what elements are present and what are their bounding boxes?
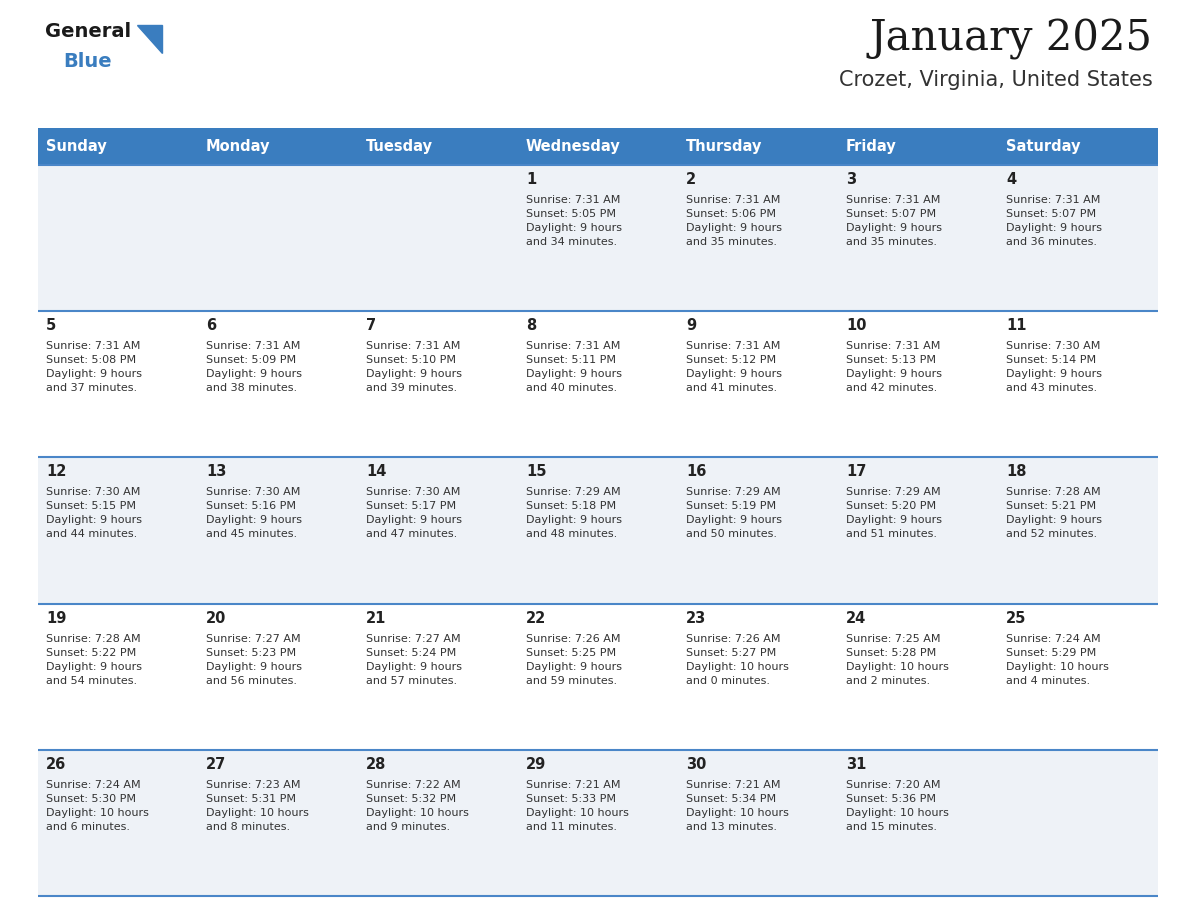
Text: 15: 15 [526,465,546,479]
Text: 16: 16 [685,465,707,479]
Text: Sunrise: 7:30 AM
Sunset: 5:16 PM
Daylight: 9 hours
and 45 minutes.: Sunrise: 7:30 AM Sunset: 5:16 PM Dayligh… [206,487,302,540]
Text: 2: 2 [685,172,696,187]
Text: Monday: Monday [206,139,271,154]
Text: 1: 1 [526,172,536,187]
Text: Friday: Friday [846,139,897,154]
Text: 5: 5 [46,319,56,333]
Text: Sunrise: 7:31 AM
Sunset: 5:06 PM
Daylight: 9 hours
and 35 minutes.: Sunrise: 7:31 AM Sunset: 5:06 PM Dayligh… [685,195,782,247]
Text: 13: 13 [206,465,227,479]
Text: Sunrise: 7:31 AM
Sunset: 5:09 PM
Daylight: 9 hours
and 38 minutes.: Sunrise: 7:31 AM Sunset: 5:09 PM Dayligh… [206,341,302,393]
Text: 27: 27 [206,756,226,772]
Text: 22: 22 [526,610,546,625]
Text: 26: 26 [46,756,67,772]
Text: Sunrise: 7:31 AM
Sunset: 5:12 PM
Daylight: 9 hours
and 41 minutes.: Sunrise: 7:31 AM Sunset: 5:12 PM Dayligh… [685,341,782,393]
Text: Sunrise: 7:22 AM
Sunset: 5:32 PM
Daylight: 10 hours
and 9 minutes.: Sunrise: 7:22 AM Sunset: 5:32 PM Dayligh… [366,779,469,832]
Text: 12: 12 [46,465,67,479]
Text: Sunrise: 7:29 AM
Sunset: 5:18 PM
Daylight: 9 hours
and 48 minutes.: Sunrise: 7:29 AM Sunset: 5:18 PM Dayligh… [526,487,623,540]
Text: Tuesday: Tuesday [366,139,432,154]
Bar [38,750,1158,896]
Text: Sunrise: 7:31 AM
Sunset: 5:07 PM
Daylight: 9 hours
and 36 minutes.: Sunrise: 7:31 AM Sunset: 5:07 PM Dayligh… [1006,195,1102,247]
Text: Sunrise: 7:30 AM
Sunset: 5:17 PM
Daylight: 9 hours
and 47 minutes.: Sunrise: 7:30 AM Sunset: 5:17 PM Dayligh… [366,487,462,540]
Text: General: General [45,22,131,41]
Text: 11: 11 [1006,319,1026,333]
Text: Thursday: Thursday [685,139,763,154]
Text: 17: 17 [846,465,866,479]
Text: 9: 9 [685,319,696,333]
Bar [198,128,358,165]
Text: Sunrise: 7:28 AM
Sunset: 5:22 PM
Daylight: 9 hours
and 54 minutes.: Sunrise: 7:28 AM Sunset: 5:22 PM Dayligh… [46,633,143,686]
Bar [38,128,198,165]
Text: 6: 6 [206,319,216,333]
Text: Sunrise: 7:20 AM
Sunset: 5:36 PM
Daylight: 10 hours
and 15 minutes.: Sunrise: 7:20 AM Sunset: 5:36 PM Dayligh… [846,779,949,832]
Text: 23: 23 [685,610,706,625]
Text: Sunrise: 7:27 AM
Sunset: 5:24 PM
Daylight: 9 hours
and 57 minutes.: Sunrise: 7:27 AM Sunset: 5:24 PM Dayligh… [366,633,462,686]
Text: 19: 19 [46,610,67,625]
Text: Sunrise: 7:25 AM
Sunset: 5:28 PM
Daylight: 10 hours
and 2 minutes.: Sunrise: 7:25 AM Sunset: 5:28 PM Dayligh… [846,633,949,686]
Text: Sunrise: 7:31 AM
Sunset: 5:08 PM
Daylight: 9 hours
and 37 minutes.: Sunrise: 7:31 AM Sunset: 5:08 PM Dayligh… [46,341,143,393]
Text: Sunrise: 7:26 AM
Sunset: 5:25 PM
Daylight: 9 hours
and 59 minutes.: Sunrise: 7:26 AM Sunset: 5:25 PM Dayligh… [526,633,623,686]
Bar [38,311,1158,457]
Text: 24: 24 [846,610,866,625]
Bar [38,457,1158,604]
Text: Sunrise: 7:21 AM
Sunset: 5:33 PM
Daylight: 10 hours
and 11 minutes.: Sunrise: 7:21 AM Sunset: 5:33 PM Dayligh… [526,779,628,832]
Text: 28: 28 [366,756,386,772]
Bar [838,128,998,165]
Bar [998,128,1158,165]
Bar [38,604,1158,750]
Text: 29: 29 [526,756,546,772]
Text: 7: 7 [366,319,377,333]
Text: Sunrise: 7:21 AM
Sunset: 5:34 PM
Daylight: 10 hours
and 13 minutes.: Sunrise: 7:21 AM Sunset: 5:34 PM Dayligh… [685,779,789,832]
Text: Sunrise: 7:31 AM
Sunset: 5:13 PM
Daylight: 9 hours
and 42 minutes.: Sunrise: 7:31 AM Sunset: 5:13 PM Dayligh… [846,341,942,393]
Text: Sunrise: 7:30 AM
Sunset: 5:14 PM
Daylight: 9 hours
and 43 minutes.: Sunrise: 7:30 AM Sunset: 5:14 PM Dayligh… [1006,341,1102,393]
Text: 4: 4 [1006,172,1016,187]
Text: Saturday: Saturday [1006,139,1081,154]
Text: 20: 20 [206,610,227,625]
Text: 25: 25 [1006,610,1026,625]
Text: 31: 31 [846,756,866,772]
Text: Blue: Blue [63,52,112,71]
Bar [518,128,678,165]
Text: 30: 30 [685,756,707,772]
Text: Sunrise: 7:31 AM
Sunset: 5:10 PM
Daylight: 9 hours
and 39 minutes.: Sunrise: 7:31 AM Sunset: 5:10 PM Dayligh… [366,341,462,393]
Text: 8: 8 [526,319,536,333]
Text: 10: 10 [846,319,866,333]
Text: Sunday: Sunday [46,139,107,154]
Polygon shape [137,25,162,53]
Text: Sunrise: 7:29 AM
Sunset: 5:19 PM
Daylight: 9 hours
and 50 minutes.: Sunrise: 7:29 AM Sunset: 5:19 PM Dayligh… [685,487,782,540]
Text: 18: 18 [1006,465,1026,479]
Bar [38,165,1158,311]
Text: Sunrise: 7:26 AM
Sunset: 5:27 PM
Daylight: 10 hours
and 0 minutes.: Sunrise: 7:26 AM Sunset: 5:27 PM Dayligh… [685,633,789,686]
Text: Sunrise: 7:31 AM
Sunset: 5:07 PM
Daylight: 9 hours
and 35 minutes.: Sunrise: 7:31 AM Sunset: 5:07 PM Dayligh… [846,195,942,247]
Bar [358,128,518,165]
Text: 3: 3 [846,172,857,187]
Text: Sunrise: 7:30 AM
Sunset: 5:15 PM
Daylight: 9 hours
and 44 minutes.: Sunrise: 7:30 AM Sunset: 5:15 PM Dayligh… [46,487,143,540]
Text: Sunrise: 7:29 AM
Sunset: 5:20 PM
Daylight: 9 hours
and 51 minutes.: Sunrise: 7:29 AM Sunset: 5:20 PM Dayligh… [846,487,942,540]
Text: Sunrise: 7:31 AM
Sunset: 5:11 PM
Daylight: 9 hours
and 40 minutes.: Sunrise: 7:31 AM Sunset: 5:11 PM Dayligh… [526,341,623,393]
Text: Crozet, Virginia, United States: Crozet, Virginia, United States [839,70,1154,90]
Text: Sunrise: 7:31 AM
Sunset: 5:05 PM
Daylight: 9 hours
and 34 minutes.: Sunrise: 7:31 AM Sunset: 5:05 PM Dayligh… [526,195,623,247]
Text: Sunrise: 7:28 AM
Sunset: 5:21 PM
Daylight: 9 hours
and 52 minutes.: Sunrise: 7:28 AM Sunset: 5:21 PM Dayligh… [1006,487,1102,540]
Bar [678,128,838,165]
Text: 21: 21 [366,610,386,625]
Text: Sunrise: 7:27 AM
Sunset: 5:23 PM
Daylight: 9 hours
and 56 minutes.: Sunrise: 7:27 AM Sunset: 5:23 PM Dayligh… [206,633,302,686]
Text: 14: 14 [366,465,386,479]
Text: January 2025: January 2025 [870,18,1154,60]
Text: Sunrise: 7:23 AM
Sunset: 5:31 PM
Daylight: 10 hours
and 8 minutes.: Sunrise: 7:23 AM Sunset: 5:31 PM Dayligh… [206,779,309,832]
Text: Sunrise: 7:24 AM
Sunset: 5:30 PM
Daylight: 10 hours
and 6 minutes.: Sunrise: 7:24 AM Sunset: 5:30 PM Dayligh… [46,779,148,832]
Text: Sunrise: 7:24 AM
Sunset: 5:29 PM
Daylight: 10 hours
and 4 minutes.: Sunrise: 7:24 AM Sunset: 5:29 PM Dayligh… [1006,633,1108,686]
Text: Wednesday: Wednesday [526,139,621,154]
